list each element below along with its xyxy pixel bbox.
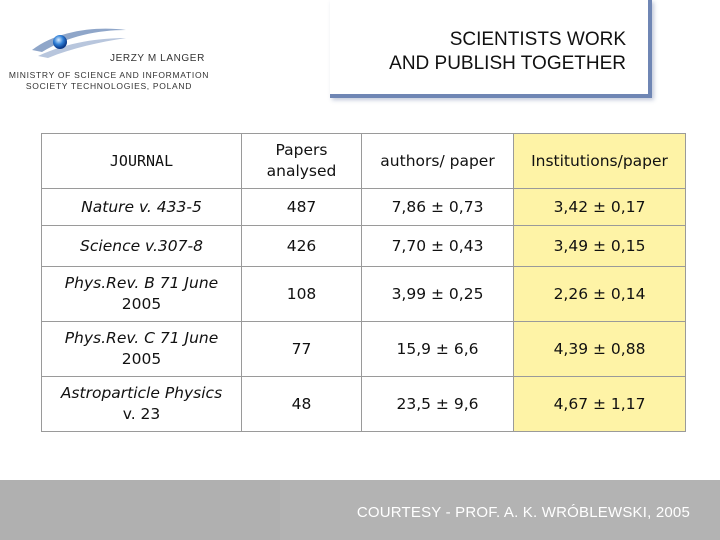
swoosh-logo-icon [28,24,128,64]
title-box: SCIENTISTS WORK AND PUBLISH TOGETHER [330,0,652,98]
cell-institutions: 4,67 ± 1,17 [513,376,686,432]
cell-authors: 3,99 ± 0,25 [361,266,514,322]
journal-name: Phys.Rev. C 71 June [64,329,219,347]
journal-year: 2005 [121,295,162,313]
slide-title: SCIENTISTS WORK AND PUBLISH TOGETHER [389,28,626,76]
cell-papers: 426 [241,225,362,267]
header-papers-line-2: analysed [266,162,337,180]
cell-institutions: 3,42 ± 0,17 [513,188,686,226]
cell-papers: 108 [241,266,362,322]
cell-journal: Astroparticle Physics v. 23 [41,376,242,432]
journal-table: JOURNAL Papers analysed authors/ paper I… [41,133,686,432]
cell-papers: 77 [241,321,362,377]
header-papers: Papers analysed [241,133,362,189]
courtesy-text: COURTESY - PROF. A. K. WRÓBLEWSKI, 2005 [356,504,690,521]
header-institutions: Institutions/paper [513,133,686,189]
cell-journal: Science v.307-8 [41,225,242,267]
table-row: Science v.307-8 426 7,70 ± 0,43 3,49 ± 0… [41,225,686,267]
header-journal: JOURNAL [41,133,242,189]
journal-name: Astroparticle Physics [60,384,223,402]
cell-papers: 487 [241,188,362,226]
cell-authors: 7,70 ± 0,43 [361,225,514,267]
ministry-line-2: SOCIETY TECHNOLOGIES, POLAND [25,81,193,91]
cell-authors: 23,5 ± 9,6 [361,376,514,432]
table-row: Nature v. 433-5 487 7,86 ± 0,73 3,42 ± 0… [41,188,686,226]
cell-journal: Phys.Rev. C 71 June 2005 [41,321,242,377]
table-row: Phys.Rev. C 71 June 2005 77 15,9 ± 6,6 4… [41,321,686,377]
ministry-line-1: MINISTRY OF SCIENCE AND INFORMATION [8,70,210,80]
cell-journal: Phys.Rev. B 71 June 2005 [41,266,242,322]
cell-papers: 48 [241,376,362,432]
ministry-label: MINISTRY OF SCIENCE AND INFORMATION SOCI… [0,70,218,92]
table-row: Phys.Rev. B 71 June 2005 108 3,99 ± 0,25… [41,266,686,322]
logo-area: JERZY M LANGER MINISTRY OF SCIENCE AND I… [0,0,340,100]
header-papers-line-1: Papers [275,141,328,159]
journal-name: Science v.307-8 [80,236,203,255]
journal-name: Phys.Rev. B 71 June [64,274,219,292]
cell-authors: 15,9 ± 6,6 [361,321,514,377]
table-row: Astroparticle Physics v. 23 48 23,5 ± 9,… [41,376,686,432]
slide-title-line-2: AND PUBLISH TOGETHER [389,53,626,74]
cell-journal: Nature v. 433-5 [41,188,242,226]
journal-volume: v. 23 [122,405,161,423]
header-authors: authors/ paper [361,133,514,189]
footer-left-panel [0,480,280,540]
journal-year: 2005 [121,350,162,368]
slide-title-line-1: SCIENTISTS WORK [449,29,626,50]
cell-institutions: 4,39 ± 0,88 [513,321,686,377]
table-header-row: JOURNAL Papers analysed authors/ paper I… [41,133,686,189]
author-name: JERZY M LANGER [110,53,205,64]
cell-authors: 7,86 ± 0,73 [361,188,514,226]
cell-institutions: 2,26 ± 0,14 [513,266,686,322]
journal-name: Nature v. 433-5 [81,197,202,216]
cell-institutions: 3,49 ± 0,15 [513,225,686,267]
footer-bar: COURTESY - PROF. A. K. WRÓBLEWSKI, 2005 [0,480,720,540]
